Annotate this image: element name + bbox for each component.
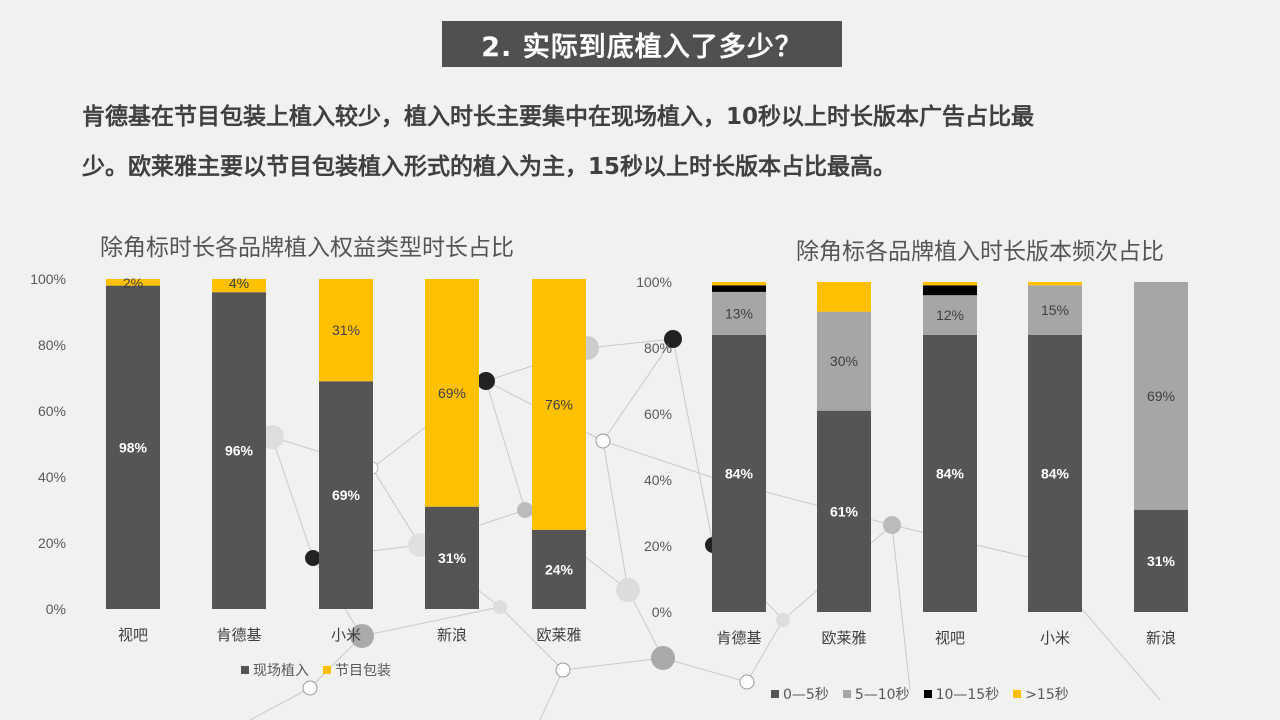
data-label: 69% (332, 487, 361, 503)
data-label: 69% (1147, 388, 1175, 404)
bar-segment (319, 381, 373, 609)
bar-segment (817, 282, 871, 312)
bar-segment (1028, 334, 1082, 612)
category-label: 肯德基 (216, 626, 261, 644)
legend-label: 10—15秒 (935, 687, 1000, 703)
bar-segment (712, 334, 766, 612)
y-tick-label: 0% (46, 601, 66, 617)
data-label: 24% (545, 561, 574, 577)
y-tick-label: 20% (644, 538, 672, 554)
bar-segment (212, 279, 266, 293)
bar-segment (1028, 285, 1082, 335)
category-label: 视吧 (935, 629, 965, 647)
legend-label: 现场植入 (253, 663, 309, 679)
category-label: 小米 (1040, 629, 1070, 647)
data-label: 13% (725, 305, 753, 321)
y-tick-label: 100% (636, 274, 672, 290)
legend-item: 0—5秒 (771, 684, 829, 704)
chart-2-legend: 0—5秒 5—10秒 10—15秒 >15秒 (771, 684, 1069, 704)
legend-swatch (771, 690, 779, 698)
data-label: 84% (1041, 465, 1070, 481)
y-tick-label: 60% (644, 406, 672, 422)
bar-segment (319, 279, 373, 382)
y-tick-label: 40% (38, 469, 66, 485)
data-label: 84% (725, 465, 754, 481)
y-tick-label: 0% (652, 604, 672, 620)
chart-2-title: 除角标各品牌植入时长版本频次占比 (796, 239, 1164, 265)
description-line-2: 少。欧莱雅主要以节目包装植入形式的植入为主，15秒以上时长版本占比最高。 (82, 154, 897, 180)
bar-segment (212, 292, 266, 609)
y-tick-label: 100% (30, 271, 66, 287)
y-tick-label: 60% (38, 403, 66, 419)
y-tick-label: 80% (38, 337, 66, 353)
data-label: 98% (119, 439, 148, 455)
bar-segment (923, 295, 977, 335)
legend-item: 现场植入 (241, 660, 309, 680)
y-tick-label: 20% (38, 535, 66, 551)
legend-label: 0—5秒 (783, 687, 829, 703)
data-label: 61% (830, 503, 859, 519)
bar-segment (1028, 282, 1082, 286)
legend-item: 10—15秒 (923, 684, 1000, 704)
bar-segment (923, 282, 977, 286)
legend-item: 5—10秒 (842, 684, 910, 704)
category-label: 欧莱雅 (536, 626, 581, 644)
page-title: 2. 实际到底植入了多少？ (442, 21, 842, 67)
data-label: 76% (545, 396, 573, 412)
legend-swatch (842, 690, 851, 698)
legend-label: 节目包装 (335, 663, 391, 679)
category-label: 小米 (331, 626, 361, 644)
legend-swatch (323, 666, 331, 674)
data-label: 31% (1147, 553, 1176, 569)
y-tick-label: 40% (644, 472, 672, 488)
legend-label: 5—10秒 (854, 687, 910, 703)
legend-item: 节目包装 (323, 660, 391, 680)
legend-item: >15秒 (1013, 684, 1069, 704)
data-label: 31% (332, 322, 360, 338)
bar-segment (1134, 509, 1188, 612)
bar-segment (425, 506, 479, 609)
category-label: 新浪 (1146, 629, 1176, 647)
bar-segment (532, 529, 586, 609)
data-label: 69% (438, 385, 466, 401)
y-tick-label: 80% (644, 340, 672, 356)
bar-segment (532, 279, 586, 530)
category-label: 新浪 (437, 626, 467, 644)
legend-swatch (241, 666, 249, 674)
bar-segment (817, 311, 871, 411)
legend-label: >15秒 (1025, 687, 1069, 703)
data-label: 96% (225, 443, 254, 459)
description-line-1: 肯德基在节目包装上植入较少，植入时长主要集中在现场植入，10秒以上时长版本广告占… (82, 104, 1035, 130)
bar-segment (712, 285, 766, 292)
bar-segment (1134, 282, 1188, 510)
legend-swatch (923, 690, 932, 698)
data-label: 15% (1041, 302, 1069, 318)
data-label: 12% (936, 307, 964, 323)
data-label: 31% (438, 550, 467, 566)
bar-segment (106, 285, 160, 609)
legend-swatch (1013, 690, 1022, 698)
bar-segment (712, 282, 766, 286)
category-label: 视吧 (118, 626, 148, 644)
bar-segment (817, 410, 871, 612)
data-label: 4% (229, 275, 249, 291)
bar-segment (712, 291, 766, 335)
data-label: 2% (123, 275, 143, 291)
data-label: 84% (936, 465, 965, 481)
description: 肯德基在节目包装上植入较少，植入时长主要集中在现场植入，10秒以上时长版本广告占… (82, 92, 1202, 192)
bar-segment (923, 285, 977, 296)
category-label: 欧莱雅 (821, 629, 866, 647)
chart-1-legend: 现场植入 节目包装 (241, 660, 391, 680)
bar-segment (425, 279, 479, 507)
data-label: 30% (830, 353, 858, 369)
bar-segment (106, 279, 160, 286)
chart-1-title: 除角标时长各品牌植入权益类型时长占比 (100, 235, 514, 261)
category-label: 肯德基 (716, 629, 761, 647)
bar-segment (923, 334, 977, 612)
